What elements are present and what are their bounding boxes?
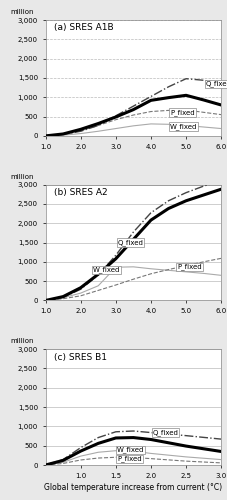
Text: P_fixed: P_fixed bbox=[117, 456, 141, 462]
X-axis label: Global temperature increase from current (°C): Global temperature increase from current… bbox=[44, 483, 222, 492]
Text: Q_fixed: Q_fixed bbox=[152, 429, 178, 436]
Text: W_fixed: W_fixed bbox=[93, 266, 120, 274]
Text: million: million bbox=[10, 338, 34, 344]
Text: W_fixed: W_fixed bbox=[117, 446, 144, 454]
Text: million: million bbox=[10, 10, 34, 16]
Text: million: million bbox=[10, 174, 34, 180]
Text: Q_fixed: Q_fixed bbox=[117, 239, 143, 246]
Text: P_fixed: P_fixed bbox=[177, 264, 201, 270]
Text: (c) SRES B1: (c) SRES B1 bbox=[54, 352, 107, 362]
Text: Q_fixed: Q_fixed bbox=[205, 80, 227, 87]
Text: W_fixed: W_fixed bbox=[170, 123, 197, 130]
Text: (b) SRES A2: (b) SRES A2 bbox=[54, 188, 108, 197]
Text: P_fixed: P_fixed bbox=[170, 109, 194, 116]
Text: (a) SRES A1B: (a) SRES A1B bbox=[54, 24, 114, 32]
